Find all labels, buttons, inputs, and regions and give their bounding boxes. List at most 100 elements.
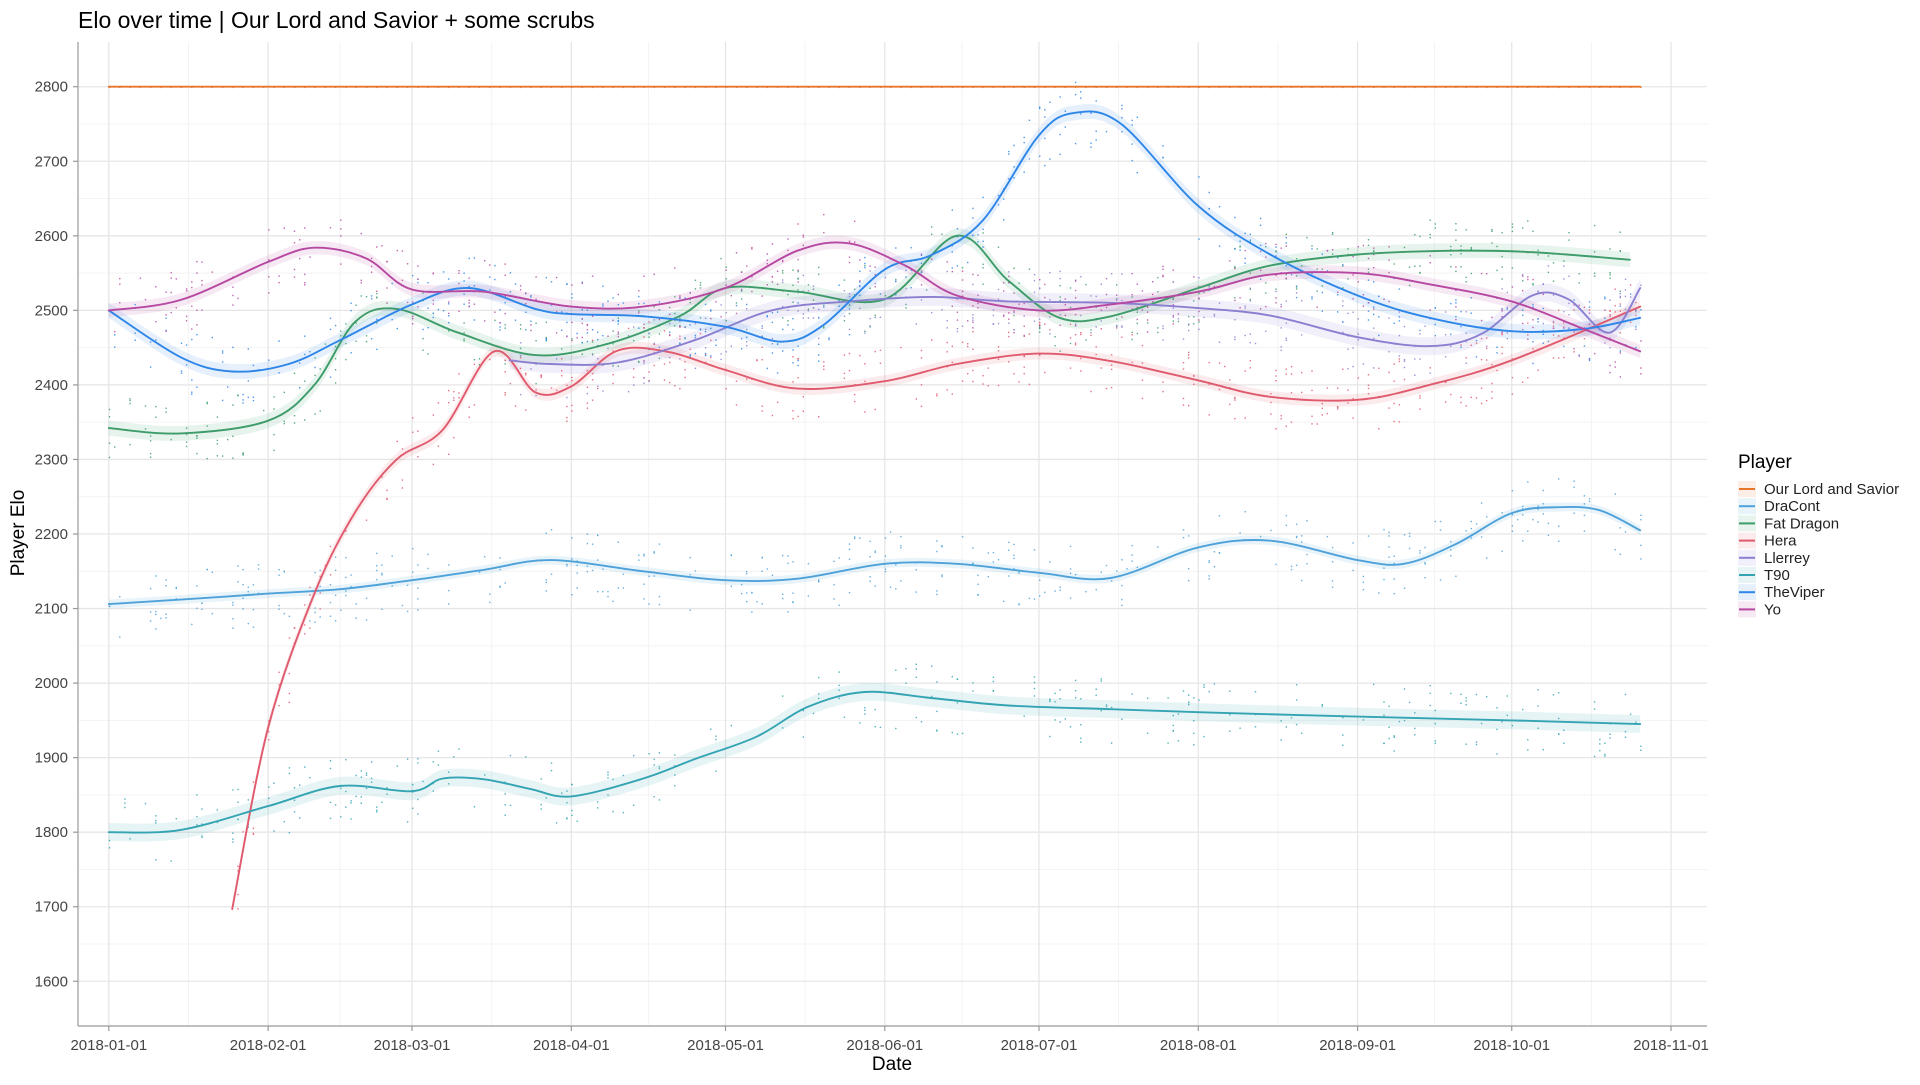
data-point [340, 335, 342, 337]
data-point [1095, 100, 1097, 102]
data-point [1301, 334, 1303, 336]
data-point [1285, 273, 1287, 276]
data-point [1450, 245, 1452, 248]
data-point [350, 800, 352, 802]
data-point [1023, 136, 1025, 139]
data-point [1311, 370, 1313, 372]
data-point [535, 382, 537, 385]
data-point [386, 498, 388, 500]
data-point [1542, 342, 1544, 344]
data-point [848, 296, 851, 298]
data-point [211, 271, 213, 273]
data-point [1588, 323, 1591, 325]
data-point [489, 289, 491, 291]
data-point [185, 315, 188, 318]
data-point [1301, 541, 1303, 543]
data-point [1146, 697, 1149, 699]
data-point [365, 619, 368, 621]
data-point [252, 399, 255, 402]
data-point [1290, 421, 1293, 423]
data-point [591, 329, 594, 331]
data-point [1008, 549, 1010, 551]
data-point [1090, 295, 1092, 297]
data-point [1609, 272, 1611, 274]
data-point [874, 551, 876, 554]
data-point [1033, 274, 1036, 276]
data-point [982, 283, 984, 285]
data-point [1496, 352, 1498, 354]
data-point [1172, 714, 1174, 717]
data-point [1568, 302, 1570, 305]
data-point [473, 285, 476, 287]
data-point [1640, 284, 1642, 286]
data-point [1239, 297, 1241, 299]
data-point [288, 772, 291, 775]
data-point [232, 601, 234, 604]
data-point [1316, 290, 1318, 292]
data-point [1008, 150, 1010, 153]
data-point [992, 680, 995, 683]
data-point [951, 731, 953, 734]
data-point [319, 368, 321, 370]
data-point [519, 347, 522, 350]
data-point [1208, 414, 1210, 416]
data-point [211, 571, 213, 573]
data-point [1131, 119, 1133, 122]
data-point [725, 269, 727, 271]
data-point [920, 284, 923, 286]
data-point [828, 337, 830, 339]
data-point [1434, 223, 1436, 225]
data-point [658, 301, 661, 303]
data-point [1033, 279, 1036, 282]
data-point [581, 282, 583, 284]
data-point [1080, 370, 1082, 372]
data-point [581, 341, 583, 344]
data-point [679, 338, 681, 340]
data-point [165, 411, 167, 413]
data-point [1542, 333, 1544, 335]
data-point [607, 335, 609, 337]
data-point [895, 564, 897, 566]
data-point [633, 754, 635, 757]
data-point [1352, 417, 1354, 419]
data-point [1460, 310, 1462, 313]
data-point [360, 232, 362, 235]
data-point [504, 327, 506, 329]
data-point [1003, 600, 1005, 602]
data-point [1172, 320, 1174, 322]
data-point [1121, 584, 1123, 587]
data-point [1609, 277, 1611, 279]
data-point [561, 370, 563, 372]
data-point [751, 248, 753, 250]
data-point [263, 409, 265, 412]
data-point [1362, 305, 1365, 307]
data-point [1100, 309, 1102, 311]
x-tick-label: 2018-04-01 [533, 1037, 610, 1054]
data-point [920, 270, 923, 272]
data-point [643, 359, 645, 362]
data-point [797, 302, 799, 304]
data-point [1141, 379, 1144, 381]
data-point [334, 369, 337, 371]
data-point [1558, 357, 1560, 359]
data-point [597, 534, 599, 537]
data-point [1434, 227, 1436, 229]
data-point [848, 313, 851, 315]
data-point [1419, 333, 1421, 335]
data-point [191, 286, 193, 289]
data-point [1342, 331, 1344, 334]
data-point [823, 368, 825, 371]
legend-item: Yo [1738, 601, 1781, 618]
data-point [453, 756, 455, 758]
data-point [699, 317, 702, 319]
data-point [391, 318, 393, 321]
data-point [1522, 274, 1524, 276]
data-point [149, 453, 152, 455]
data-point [1455, 318, 1457, 321]
data-point [633, 384, 635, 386]
data-point [329, 767, 332, 770]
data-point [1347, 248, 1349, 250]
data-point [607, 777, 609, 779]
data-point [951, 267, 953, 269]
data-point [1532, 283, 1534, 285]
